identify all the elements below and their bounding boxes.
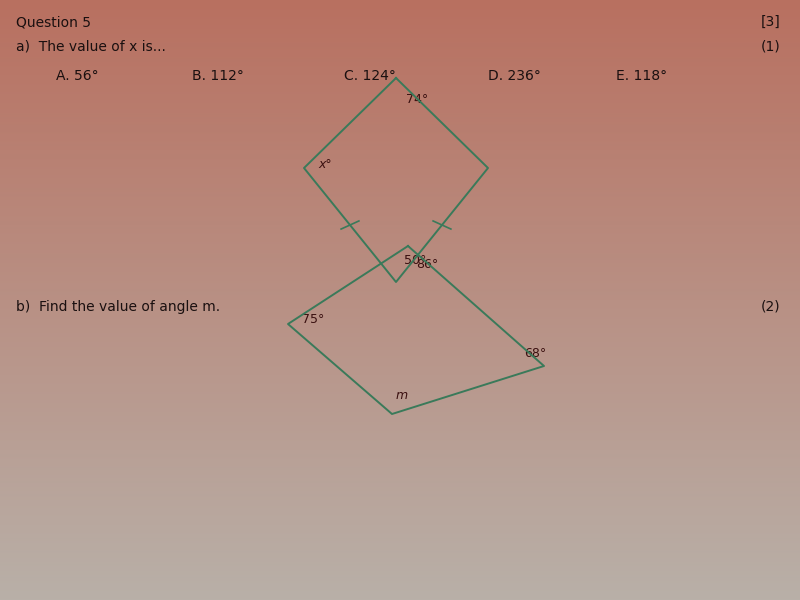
Text: C. 124°: C. 124° — [344, 69, 396, 83]
Text: b)  Find the value of angle m.: b) Find the value of angle m. — [16, 300, 220, 314]
Text: [3]: [3] — [760, 15, 780, 29]
Text: 68°: 68° — [524, 347, 546, 360]
Text: D. 236°: D. 236° — [488, 69, 541, 83]
Text: 50°: 50° — [404, 254, 426, 267]
Text: A. 56°: A. 56° — [56, 69, 98, 83]
Text: a)  The value of x is...: a) The value of x is... — [16, 39, 166, 53]
Text: (2): (2) — [760, 300, 780, 314]
Text: E. 118°: E. 118° — [616, 69, 667, 83]
Text: 75°: 75° — [302, 313, 325, 326]
Text: Question 5: Question 5 — [16, 15, 91, 29]
Text: 74°: 74° — [406, 93, 428, 106]
Text: m: m — [396, 389, 408, 402]
Text: (1): (1) — [760, 39, 780, 53]
Text: 86°: 86° — [416, 258, 438, 271]
Text: B. 112°: B. 112° — [192, 69, 244, 83]
Text: x°: x° — [318, 158, 332, 172]
